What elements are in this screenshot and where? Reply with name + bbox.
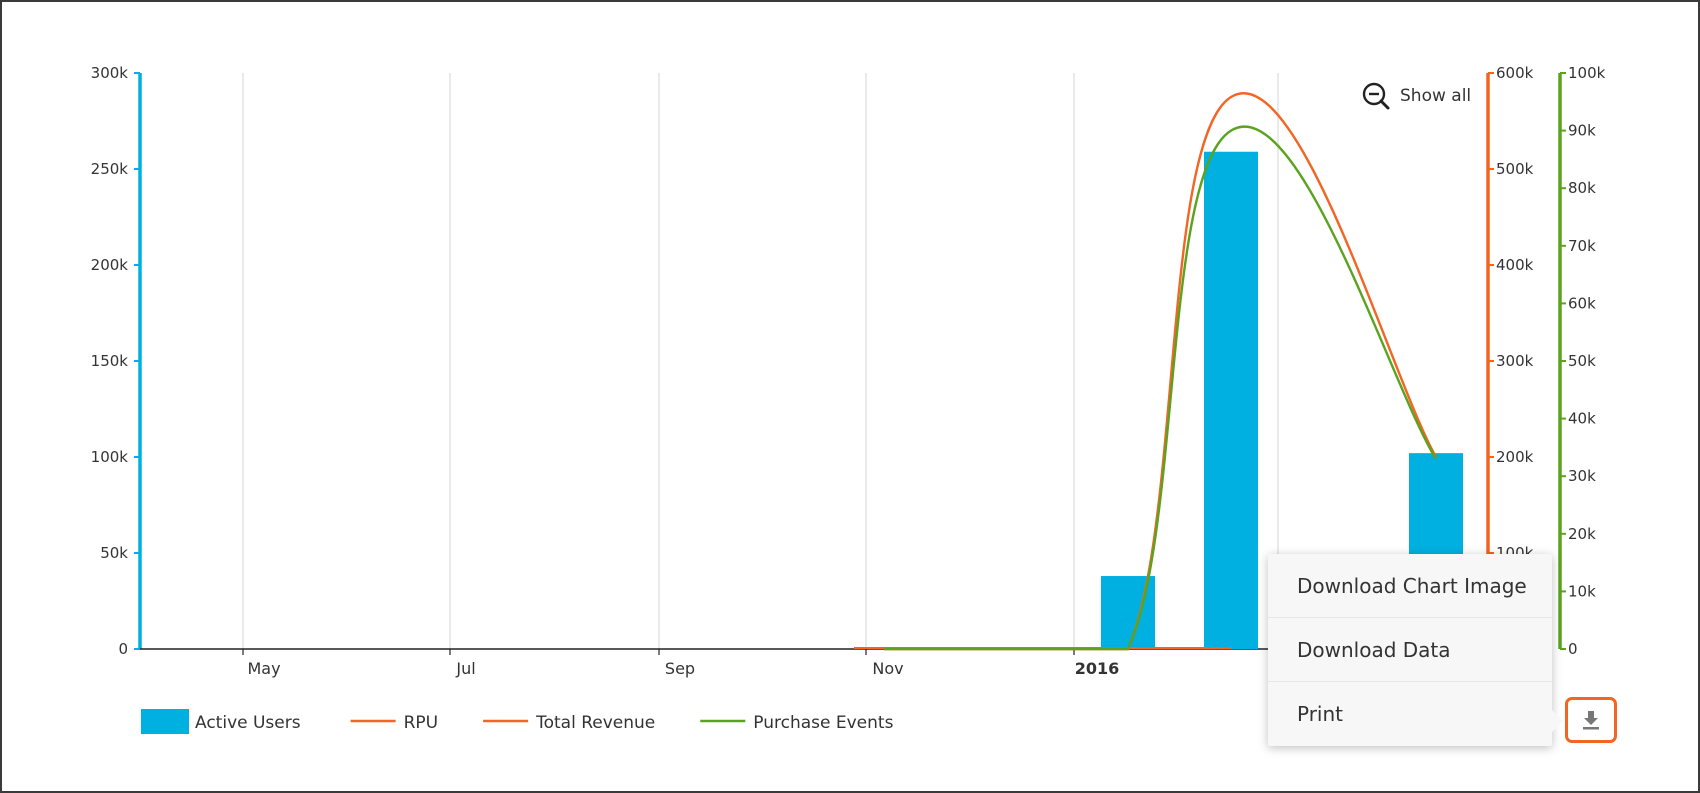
zoom-out-icon — [1362, 82, 1390, 110]
left-axis-tick-label-1: 50k — [100, 544, 128, 562]
events-axis-tick-label-3: 30k — [1568, 467, 1596, 485]
legend-label-rpu: RPU — [404, 713, 439, 733]
line-purchase-events — [884, 125, 1438, 651]
events-axis-tick-label-4: 40k — [1568, 410, 1596, 428]
left-axis-tick-label-3: 150k — [91, 352, 129, 370]
x-axis-tick-label-1: Jul — [455, 659, 475, 678]
x-axis-tick-label-0: May — [247, 659, 280, 678]
download-icon — [1583, 711, 1599, 730]
left-axis-tick-label-5: 250k — [91, 160, 129, 178]
revenue-axis-tick-label-6: 600k — [1496, 64, 1534, 82]
legend-swatch-active-users — [141, 709, 189, 734]
download-data-item[interactable]: Download Data — [1268, 618, 1552, 682]
show-all-button[interactable]: Show all — [1362, 82, 1471, 110]
x-axis-tick-label-2: Sep — [665, 659, 695, 678]
events-axis-tick-label-7: 70k — [1568, 237, 1596, 255]
x-axis-tick-label-3: Nov — [872, 659, 903, 678]
export-menu: Download Chart Image Download Data Print — [1268, 554, 1552, 746]
show-all-label: Show all — [1400, 86, 1472, 106]
legend-label-total-revenue: Total Revenue — [535, 713, 655, 733]
download-chart-image-item[interactable]: Download Chart Image — [1268, 554, 1552, 618]
legend-label-purchase-events: Purchase Events — [753, 713, 893, 733]
left-axis-tick-label-0: 0 — [118, 640, 128, 658]
revenue-axis-tick-label-5: 500k — [1496, 160, 1534, 178]
revenue-axis-tick-label-4: 400k — [1496, 256, 1534, 274]
left-axis-tick-label-4: 200k — [91, 256, 129, 274]
left-axis-tick-label-2: 100k — [91, 448, 129, 466]
revenue-axis-tick-label-3: 300k — [1496, 352, 1534, 370]
events-axis-tick-label-9: 90k — [1568, 122, 1596, 140]
bar-active-users-3 — [1204, 151, 1258, 649]
left-axis-tick-label-6: 300k — [91, 64, 129, 82]
export-button[interactable] — [1565, 697, 1617, 743]
events-axis-tick-label-10: 100k — [1568, 64, 1606, 82]
menu-pointer — [1552, 710, 1563, 732]
events-axis-tick-label-6: 60k — [1568, 294, 1596, 312]
events-axis-tick-label-5: 50k — [1568, 352, 1596, 370]
events-axis-tick-label-1: 10k — [1568, 582, 1596, 600]
events-axis-tick-label-0: 0 — [1568, 640, 1578, 658]
events-axis-tick-label-2: 20k — [1568, 525, 1596, 543]
revenue-axis-tick-label-2: 200k — [1496, 448, 1534, 466]
events-axis-tick-label-8: 80k — [1568, 179, 1596, 197]
print-item[interactable]: Print — [1297, 702, 1344, 726]
legend-label-active-users: Active Users — [195, 713, 301, 733]
x-axis-tick-label-4: 2016 — [1075, 659, 1120, 678]
